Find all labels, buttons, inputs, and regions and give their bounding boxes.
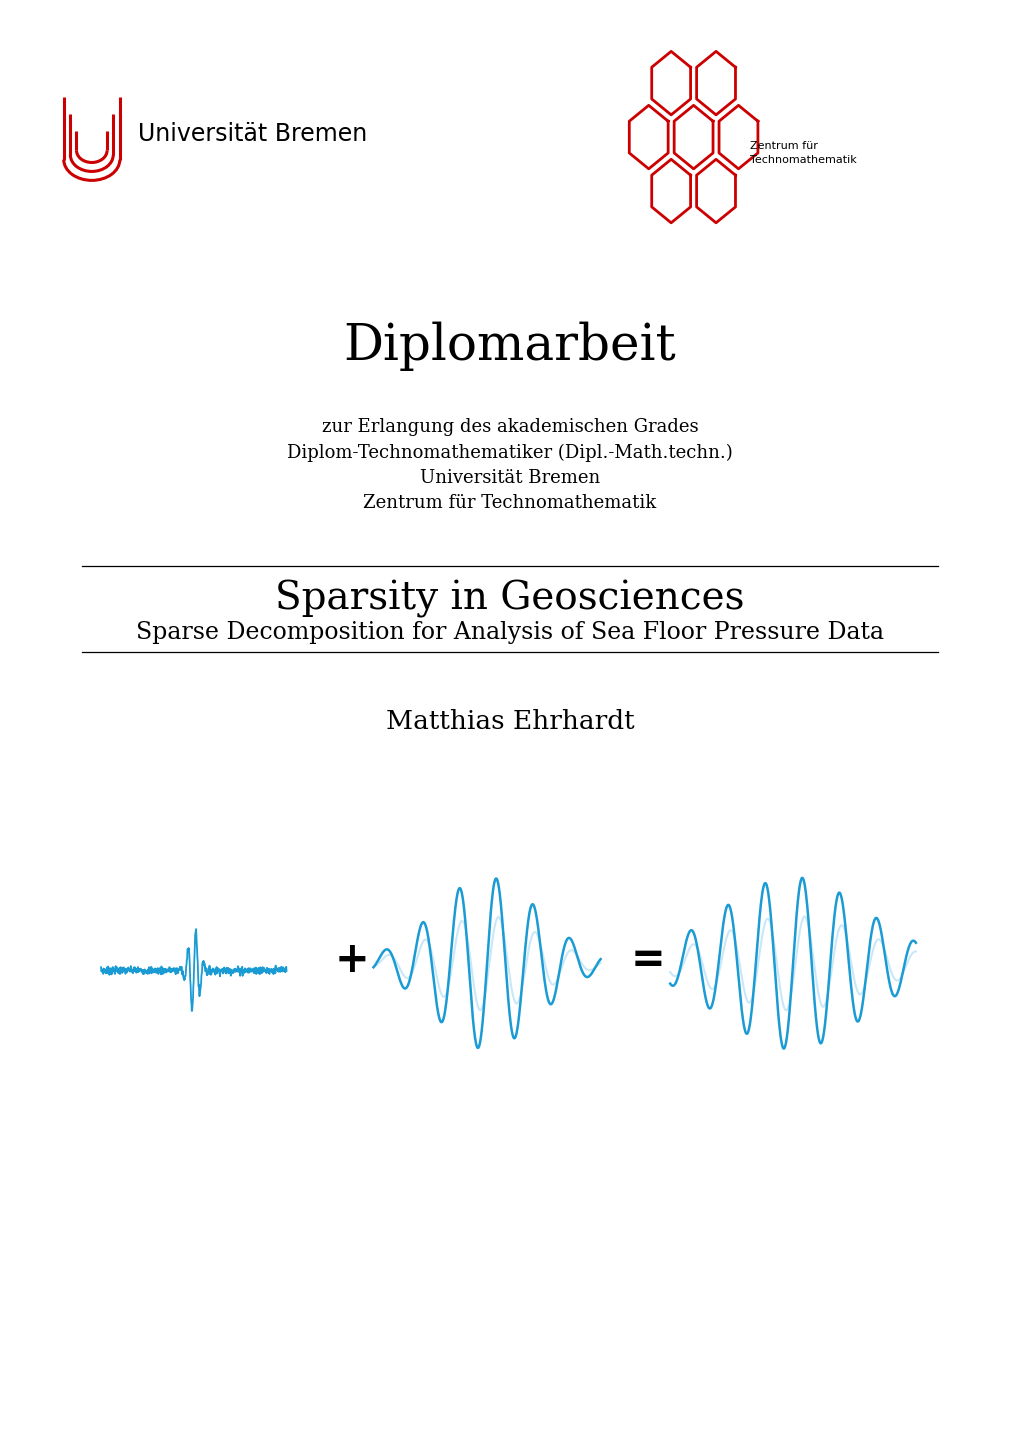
Text: Sparse Decomposition for Analysis of Sea Floor Pressure Data: Sparse Decomposition for Analysis of Sea… — [136, 620, 883, 644]
Text: Diplomarbeit: Diplomarbeit — [343, 322, 676, 371]
Text: Universität Bremen
Zentrum für Technomathematik: Universität Bremen Zentrum für Technomat… — [363, 469, 656, 512]
Text: Universität Bremen: Universität Bremen — [138, 123, 367, 146]
Text: zur Erlangung des akademischen Grades
Diplom-Technomathematiker (Dipl.-Math.tech: zur Erlangung des akademischen Grades Di… — [286, 418, 733, 462]
Text: Zentrum für
Technomathematik: Zentrum für Technomathematik — [749, 141, 856, 165]
Text: =: = — [630, 938, 664, 981]
Text: +: + — [334, 938, 369, 981]
Text: Matthias Ehrhardt: Matthias Ehrhardt — [385, 709, 634, 734]
Text: Sparsity in Geosciences: Sparsity in Geosciences — [275, 580, 744, 618]
